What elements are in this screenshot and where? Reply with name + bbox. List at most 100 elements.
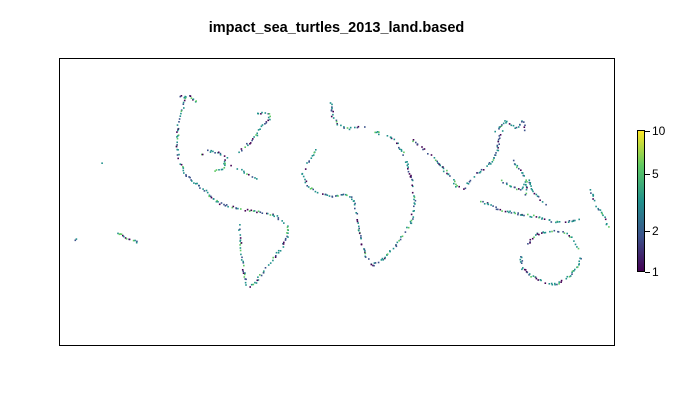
- impact-cell: [128, 238, 131, 241]
- impact-cell: [501, 130, 504, 132]
- impact-cell: [520, 256, 523, 259]
- impact-cell: [538, 216, 541, 218]
- impact-cell: [350, 196, 353, 198]
- impact-cell: [398, 146, 400, 149]
- impact-cell: [513, 211, 516, 214]
- impact-cell: [599, 209, 602, 211]
- impact-cell: [535, 277, 538, 280]
- impact-cell: [356, 220, 359, 223]
- impact-cell: [526, 186, 528, 189]
- impact-cell: [262, 272, 265, 274]
- impact-cell: [223, 155, 226, 157]
- impact-cell: [521, 260, 524, 262]
- impact-cell: [569, 275, 572, 277]
- impact-cell: [565, 277, 568, 280]
- impact-cell: [252, 283, 255, 286]
- impact-cell: [242, 270, 244, 273]
- impact-cell: [413, 202, 416, 204]
- impact-cell: [218, 203, 221, 206]
- impact-cell: [412, 185, 414, 188]
- impact-cell: [182, 101, 185, 104]
- impact-cell: [212, 198, 215, 200]
- impact-cell: [277, 218, 280, 221]
- impact-cell: [246, 142, 248, 145]
- impact-cell: [413, 210, 415, 212]
- impact-cell: [266, 212, 269, 215]
- impact-cell: [176, 144, 178, 146]
- impact-cell: [242, 260, 244, 263]
- impact-cell: [525, 184, 527, 186]
- impact-cell: [256, 279, 259, 282]
- impact-cell: [283, 241, 285, 244]
- impact-cell: [307, 186, 310, 188]
- impact-cell: [210, 195, 212, 198]
- impact-cell: [177, 157, 179, 160]
- impact-cell: [574, 268, 576, 271]
- impact-cell: [498, 143, 500, 145]
- impact-cell: [264, 112, 267, 114]
- impact-cell: [407, 168, 409, 170]
- impact-cell: [357, 125, 360, 128]
- impact-cell: [537, 279, 539, 281]
- impact-cell: [244, 210, 247, 212]
- impact-cell: [180, 109, 183, 111]
- impact-cell: [304, 178, 306, 181]
- impact-cell: [190, 97, 193, 99]
- impact-cell: [175, 145, 178, 148]
- impact-cell: [563, 232, 566, 234]
- legend-tick-10: [645, 131, 650, 132]
- impact-cell: [201, 153, 204, 156]
- impact-cell: [523, 183, 525, 186]
- impact-cell: [499, 134, 502, 136]
- impact-cell: [75, 238, 78, 240]
- legend-label-1: 1: [652, 265, 659, 279]
- impact-cell: [253, 210, 256, 212]
- impact-cell: [510, 212, 513, 214]
- impact-cell: [515, 126, 518, 129]
- impact-cell: [535, 216, 538, 218]
- impact-cell: [543, 218, 546, 220]
- impact-cell: [259, 128, 261, 130]
- impact-cell: [239, 249, 242, 252]
- impact-cell: [304, 181, 307, 184]
- impact-cell: [497, 138, 500, 141]
- impact-cell: [413, 198, 415, 201]
- impact-cell: [548, 283, 551, 285]
- impact-cell: [407, 166, 409, 168]
- impact-cell: [276, 215, 279, 217]
- impact-cell: [456, 185, 458, 187]
- impact-cell: [331, 106, 333, 108]
- impact-cell: [356, 126, 359, 129]
- impact-cell: [238, 151, 240, 154]
- impact-cell: [480, 200, 482, 203]
- impact-cell: [135, 241, 138, 244]
- impact-cell: [396, 241, 399, 244]
- impact-cell: [524, 194, 527, 196]
- impact-cell: [531, 237, 534, 240]
- impact-cell: [464, 187, 467, 190]
- impact-cell: [125, 238, 128, 240]
- impact-cell: [220, 168, 223, 171]
- impact-cell: [239, 224, 241, 226]
- impact-cell: [179, 115, 182, 117]
- impact-cell: [353, 203, 356, 206]
- impact-cell: [466, 182, 468, 184]
- impact-cell: [260, 125, 263, 128]
- impact-cell: [241, 168, 243, 171]
- impact-cell: [553, 229, 556, 232]
- impact-cell: [239, 244, 241, 246]
- impact-cell: [510, 185, 512, 188]
- impact-cell: [528, 179, 531, 181]
- impact-cell: [281, 220, 283, 222]
- impact-cell: [490, 204, 492, 206]
- impact-cell: [118, 233, 121, 236]
- impact-cell: [541, 218, 543, 220]
- impact-cell: [519, 214, 522, 216]
- impact-cell: [286, 226, 289, 229]
- impact-cell: [519, 189, 522, 191]
- impact-cell: [400, 150, 403, 152]
- impact-cell: [530, 188, 533, 190]
- impact-cell: [568, 220, 571, 222]
- impact-cell: [519, 124, 521, 126]
- impact-cell: [244, 278, 246, 280]
